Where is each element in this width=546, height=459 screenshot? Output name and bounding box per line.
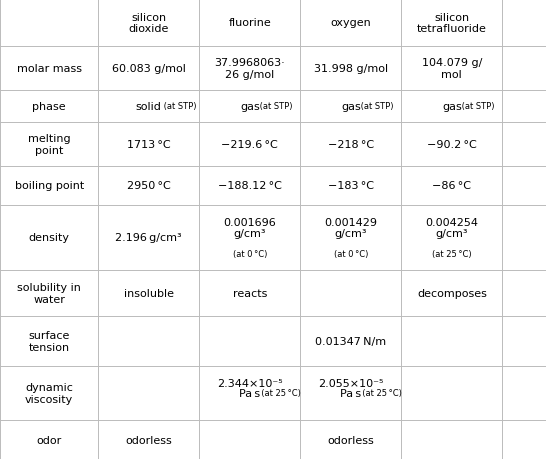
- Text: 1713 °C: 1713 °C: [127, 140, 170, 150]
- Text: surface
tension: surface tension: [28, 330, 70, 352]
- Text: 2.196 g/cm³: 2.196 g/cm³: [115, 233, 182, 243]
- Text: 60.083 g/mol: 60.083 g/mol: [112, 64, 186, 73]
- Text: (at 0 °C): (at 0 °C): [334, 249, 368, 258]
- Text: 0.01347 N/m: 0.01347 N/m: [315, 336, 387, 346]
- Text: (at STP): (at STP): [257, 102, 293, 111]
- Text: (at STP): (at STP): [161, 102, 197, 111]
- Text: odor: odor: [37, 435, 62, 445]
- Text: solid: solid: [136, 101, 162, 112]
- Text: 2950 °C: 2950 °C: [127, 181, 171, 191]
- Text: density: density: [28, 233, 70, 243]
- Text: decomposes: decomposes: [417, 288, 486, 298]
- Text: silicon
dioxide: silicon dioxide: [129, 12, 169, 34]
- Text: 0.001696
g/cm³: 0.001696 g/cm³: [223, 217, 276, 239]
- Text: −218 °C: −218 °C: [328, 140, 374, 150]
- Text: melting
point: melting point: [28, 134, 70, 156]
- Text: gas: gas: [341, 101, 361, 112]
- Text: gas: gas: [240, 101, 260, 112]
- Text: gas: gas: [442, 101, 462, 112]
- Text: (at STP): (at STP): [459, 102, 495, 111]
- Text: 0.004254
g/cm³: 0.004254 g/cm³: [425, 217, 478, 239]
- Text: phase: phase: [32, 101, 66, 112]
- Text: silicon
tetrafluoride: silicon tetrafluoride: [417, 12, 486, 34]
- Text: insoluble: insoluble: [124, 288, 174, 298]
- Text: boiling point: boiling point: [15, 181, 84, 191]
- Text: 0.001429
g/cm³: 0.001429 g/cm³: [324, 217, 377, 239]
- Text: −219.6 °C: −219.6 °C: [222, 140, 278, 150]
- Text: −90.2 °C: −90.2 °C: [427, 140, 477, 150]
- Text: 2.344×10⁻⁵: 2.344×10⁻⁵: [217, 378, 283, 388]
- Text: (at 25 °C): (at 25 °C): [432, 249, 472, 258]
- Text: −183 °C: −183 °C: [328, 181, 374, 191]
- Text: −188.12 °C: −188.12 °C: [218, 181, 282, 191]
- Text: 104.079 g/
mol: 104.079 g/ mol: [422, 58, 482, 79]
- Text: odorless: odorless: [126, 435, 172, 445]
- Text: (at STP): (at STP): [358, 102, 394, 111]
- Text: solubility in
water: solubility in water: [17, 283, 81, 304]
- Text: (at 25 °C): (at 25 °C): [358, 388, 402, 397]
- Text: Pa s: Pa s: [340, 388, 361, 398]
- Text: fluorine: fluorine: [228, 18, 271, 28]
- Text: 2.055×10⁻⁵: 2.055×10⁻⁵: [318, 378, 383, 388]
- Text: molar mass: molar mass: [16, 64, 82, 73]
- Text: dynamic
viscosity: dynamic viscosity: [25, 382, 73, 404]
- Text: odorless: odorless: [328, 435, 374, 445]
- Text: (at 0 °C): (at 0 °C): [233, 249, 267, 258]
- Text: 37.9968063·
26 g/mol: 37.9968063· 26 g/mol: [215, 58, 285, 79]
- Text: −86 °C: −86 °C: [432, 181, 471, 191]
- Text: 31.998 g/mol: 31.998 g/mol: [314, 64, 388, 73]
- Text: Pa s: Pa s: [239, 388, 260, 398]
- Text: reacts: reacts: [233, 288, 267, 298]
- Text: (at 25 °C): (at 25 °C): [257, 388, 301, 397]
- Text: oxygen: oxygen: [330, 18, 371, 28]
